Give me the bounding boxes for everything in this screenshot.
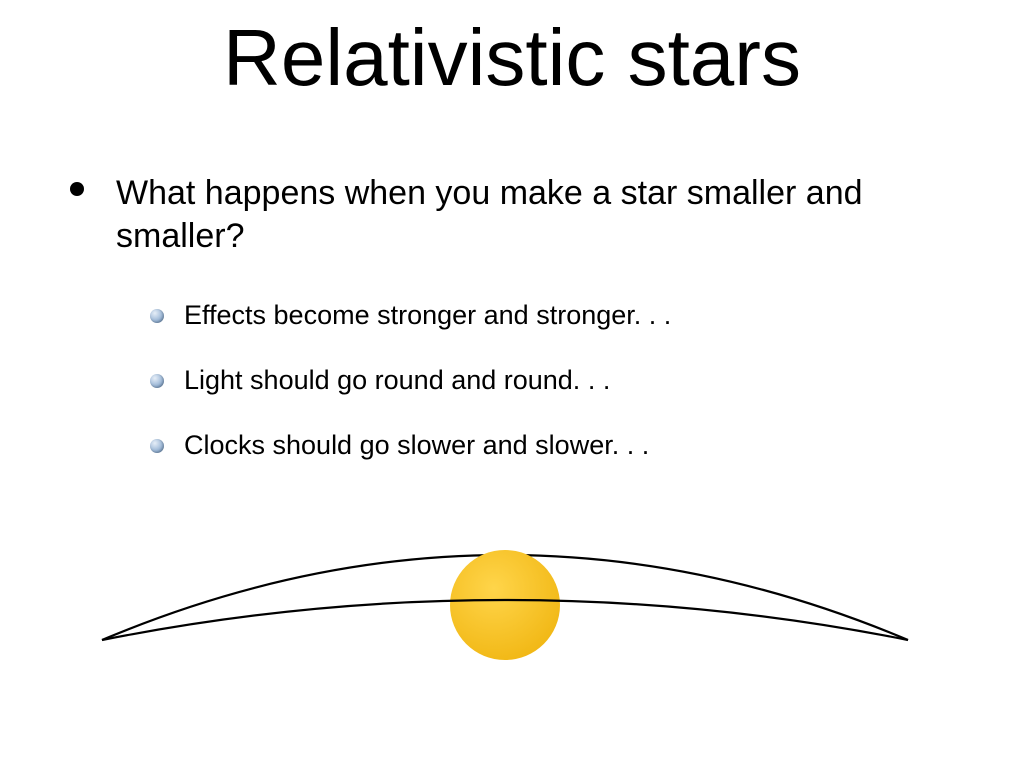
main-bullet: What happens when you make a star smalle… — [70, 172, 950, 257]
sub-bullet-list: Effects become stronger and stronger. . … — [150, 300, 930, 495]
slide-title: Relativistic stars — [0, 12, 1024, 104]
light-bending-diagram — [90, 510, 920, 690]
sphere-bullet-icon — [150, 309, 164, 323]
star-icon — [450, 550, 560, 660]
slide: Relativistic stars What happens when you… — [0, 0, 1024, 768]
sub-bullet-item: Light should go round and round. . . — [150, 365, 930, 396]
sphere-bullet-icon — [150, 439, 164, 453]
main-bullet-text: What happens when you make a star smalle… — [116, 172, 950, 257]
sub-bullet-text: Clocks should go slower and slower. . . — [184, 430, 649, 461]
sphere-bullet-icon — [150, 374, 164, 388]
sub-bullet-text: Effects become stronger and stronger. . … — [184, 300, 671, 331]
sub-bullet-text: Light should go round and round. . . — [184, 365, 610, 396]
bullet-dot-icon — [70, 182, 84, 196]
sub-bullet-item: Clocks should go slower and slower. . . — [150, 430, 930, 461]
sub-bullet-item: Effects become stronger and stronger. . … — [150, 300, 930, 331]
